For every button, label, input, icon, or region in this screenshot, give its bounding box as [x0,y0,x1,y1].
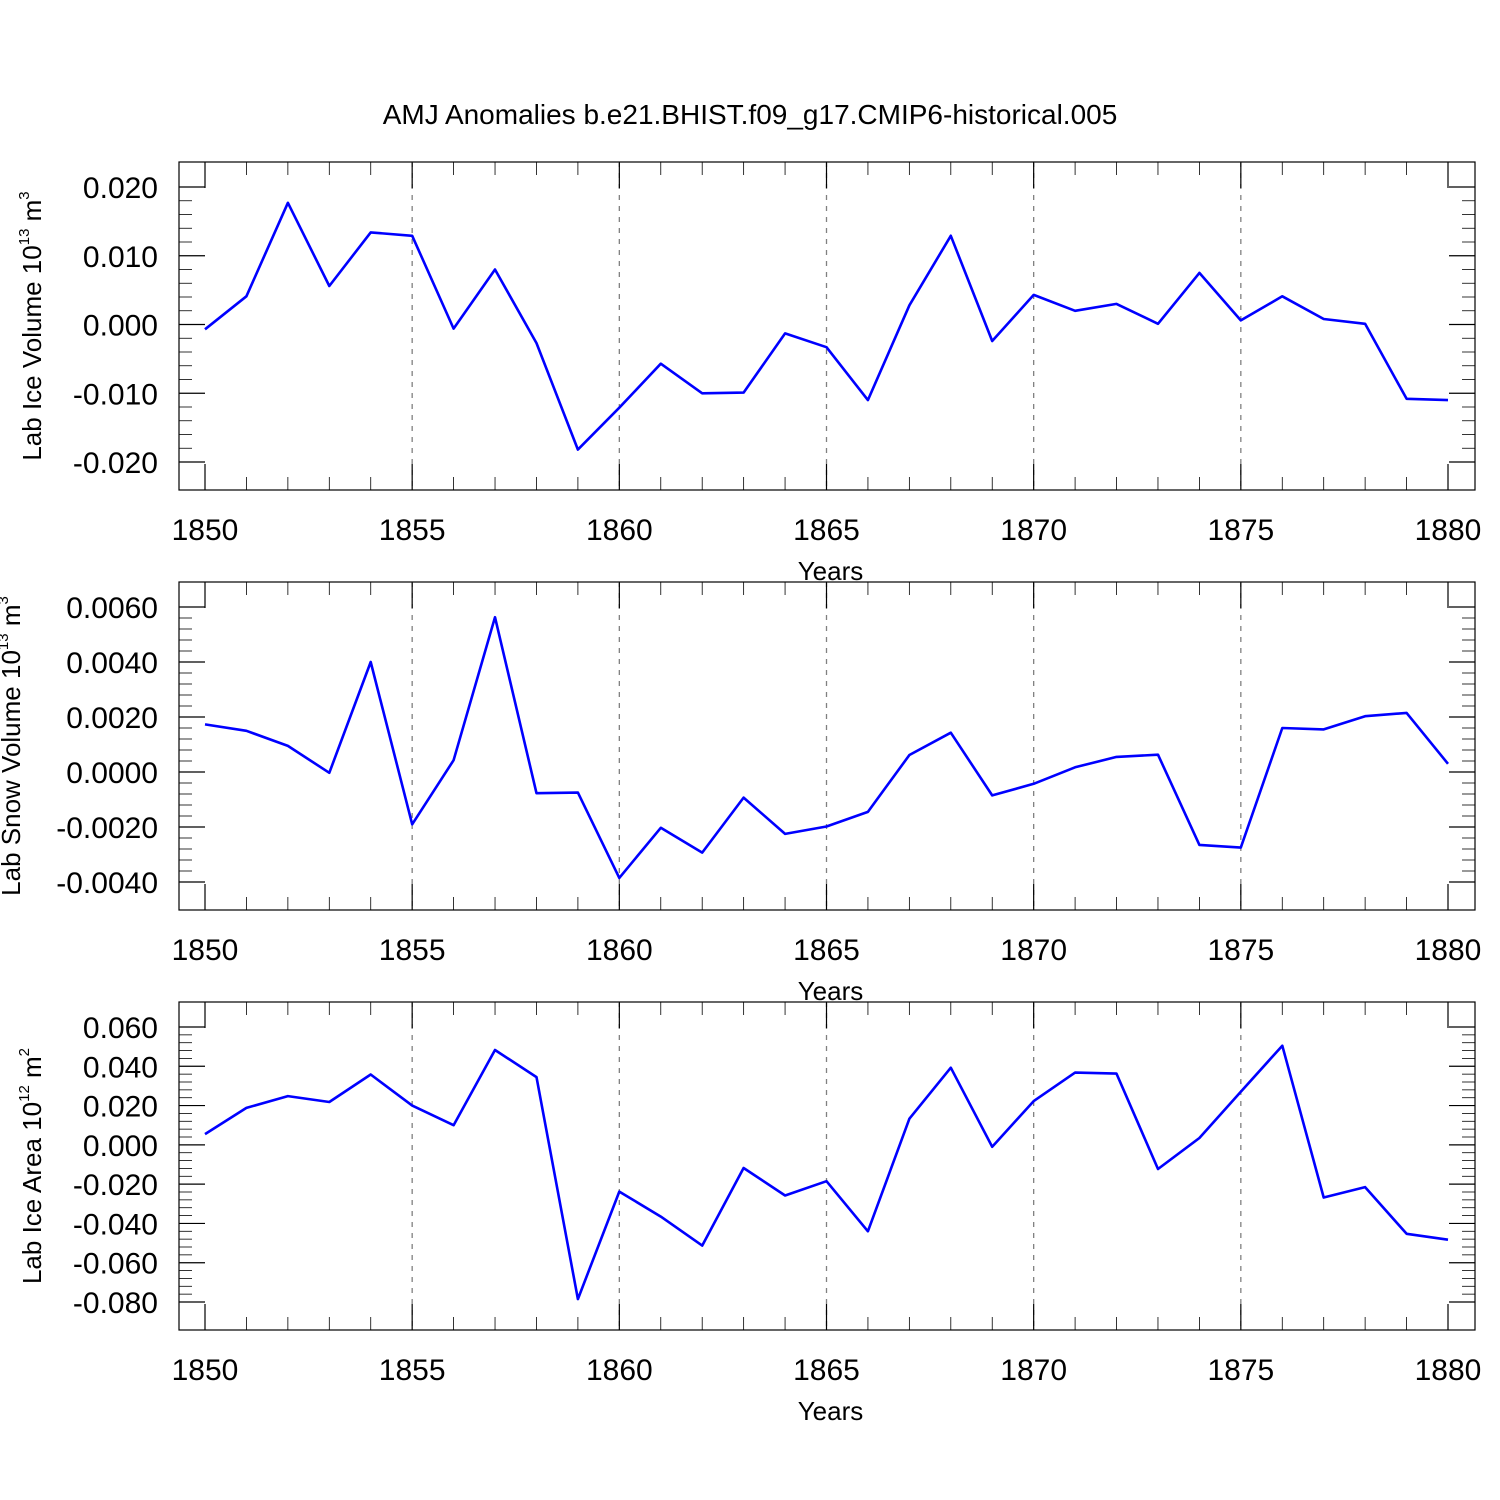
x-tick-label: 1855 [379,934,446,967]
panel-3: 1850 1855 1860 1865 1870 1875 1880 Years -0.080 -… [16,1001,1482,1426]
x-tick-label: 1880 [1415,514,1482,547]
y-tick-label: 0.020 [83,1091,158,1124]
x-tick-label: 1850 [172,514,239,547]
y-tick-label: -0.0020 [56,812,158,845]
x-axis-label: Years [798,1396,864,1426]
x-tick-label: 1860 [586,934,653,967]
y-tick-label: 0.0020 [66,702,158,735]
x-tick-label: 1855 [379,1354,446,1387]
y-tick-label: 0.000 [83,1130,158,1163]
x-tick-label: 1865 [793,1354,860,1387]
y-tick-label: 0.000 [83,310,158,343]
x-tick-label: 1875 [1207,1354,1274,1387]
y-tick-label: -0.020 [73,1169,158,1202]
y-tick-label: -0.010 [73,378,158,411]
x-tick-label: 1870 [1000,1354,1067,1387]
y-axis-label: Lab Ice Volume 1013 m3 [16,191,47,460]
y-tick-label: 0.0060 [66,592,158,625]
y-axis-label: Lab Ice Area 1012 m2 [16,1048,47,1284]
x-tick-label: 1875 [1207,934,1274,967]
y-tick-label: -0.020 [73,447,158,480]
x-tick-label: 1865 [793,934,860,967]
y-tick-label: -0.040 [73,1208,158,1241]
x-tick-label: 1880 [1415,934,1482,967]
x-tick-label: 1850 [172,1354,239,1387]
y-tick-label: 0.040 [83,1051,158,1084]
y-tick-label: 0.010 [83,241,158,274]
y-tick-label: 0.060 [83,1012,158,1045]
x-tick-label: 1860 [586,1354,653,1387]
y-tick-label: -0.0040 [56,867,158,900]
y-tick-label: -0.060 [73,1248,158,1281]
x-axis-label: Years [798,556,864,586]
panel-2: 1850 1855 1860 1865 1870 1875 1880 Years -0.0040… [0,581,1482,1006]
y-tick-label: 0.020 [83,172,158,205]
y-tick-label: 0.0040 [66,647,158,680]
y-tick-label: 0.0000 [66,757,158,790]
x-tick-label: 1880 [1415,1354,1482,1387]
series-line [204,201,1449,451]
x-axis-label: Years [798,976,864,1006]
x-tick-label: 1875 [1207,514,1274,547]
x-tick-label: 1850 [172,934,239,967]
y-tick-label: -0.080 [73,1287,158,1320]
chart-title: AMJ Anomalies b.e21.BHIST.f09_g17.CMIP6-… [383,99,1118,130]
series-line [204,615,1450,880]
y-axis-label: Lab Snow Volume 1013 m3 [0,596,26,896]
x-tick-label: 1870 [1000,514,1067,547]
panel-1: 1850 1855 1860 1865 1870 1875 1880 Years -0.020 -… [16,161,1482,586]
x-tick-label: 1865 [793,514,860,547]
panels: 1850 1855 1860 1865 1870 1875 1880 Years -0.020 -… [0,161,1482,1426]
x-tick-label: 1860 [586,514,653,547]
series-line [204,1044,1449,1301]
x-tick-label: 1855 [379,514,446,547]
x-tick-label: 1870 [1000,934,1067,967]
